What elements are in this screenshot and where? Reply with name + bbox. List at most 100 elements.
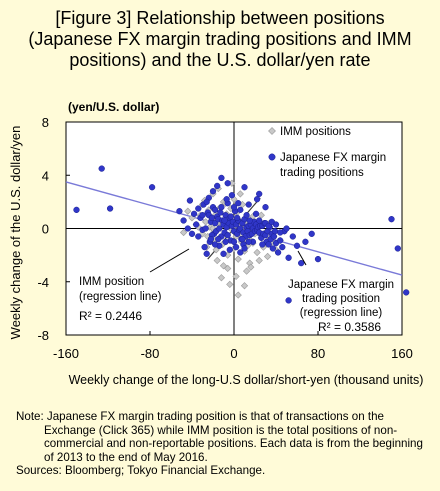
imm-annotation-text: (regression line) (79, 291, 162, 303)
jp-annotation-arrow (297, 250, 307, 266)
imm-r2-label: R² = 0.2446 (79, 309, 142, 323)
jp-point (226, 246, 233, 253)
jp-point (314, 255, 322, 263)
jp-point (232, 243, 240, 251)
imm-point (247, 263, 255, 271)
jp-point (195, 205, 202, 212)
jp-point (216, 225, 223, 232)
jp-point (293, 242, 301, 249)
x-axis-label: Weekly change of the long-U.S dollar/sho… (69, 373, 424, 387)
imm-point (240, 282, 249, 290)
imm-point (234, 255, 242, 263)
title-line: [Figure 3] Relationship between position… (55, 8, 385, 28)
jp-point (193, 221, 200, 228)
jp-point (256, 217, 263, 224)
jp-point (106, 205, 114, 212)
jp-point (283, 225, 290, 232)
x-tick-label: 0 (230, 346, 237, 361)
jp-point (265, 241, 272, 248)
jp-point (237, 249, 244, 256)
jp-point (274, 249, 282, 256)
jp-point (98, 165, 105, 172)
legend-imm-marker (268, 127, 276, 135)
jp-point (262, 204, 269, 211)
imm-point (232, 272, 240, 281)
jp-point (298, 259, 305, 267)
jp-point (279, 243, 286, 251)
x-tick-label: -160 (53, 346, 79, 361)
imm-point (202, 218, 210, 226)
jp-point (241, 245, 248, 252)
jp-point (218, 174, 225, 182)
jp-point (223, 196, 230, 203)
jp-point (259, 241, 266, 248)
y-tick-label: 4 (42, 168, 49, 183)
jp-point (186, 197, 194, 204)
jp-point (188, 230, 196, 237)
imm-point (224, 264, 232, 273)
jp-point (230, 204, 238, 211)
jp-annotation-text: Japanese FX margin (288, 279, 394, 291)
jp-point (241, 184, 248, 191)
jp-point (195, 233, 202, 240)
jp-point (234, 214, 241, 222)
jp-point (253, 196, 261, 203)
jp-point (215, 236, 222, 243)
jp-point (271, 228, 279, 235)
imm-annotation-arrow (149, 248, 190, 273)
jp-point (220, 250, 227, 257)
y-axis-label: Weekly change of the U.S. dollar/yen (8, 126, 23, 340)
chart-title: [Figure 3] Relationship between position… (0, 8, 440, 71)
jp-point (239, 236, 246, 243)
sources-text: Sources: Bloomberg; Tokyo Financial Exch… (16, 464, 266, 478)
jp-annotation-text: trading position (302, 293, 380, 305)
jp-point (211, 206, 219, 214)
title-line: positions) and the U.S. dollar/yen rate (69, 50, 371, 70)
imm-point (242, 267, 251, 275)
jp-annotation-text: (regression line) (300, 307, 383, 319)
jp-point (277, 237, 284, 244)
imm-point (236, 190, 244, 198)
scatter-chart: -160 -80 0 80 160 8 4 0 -4 -8 Weekly change of the… (8, 100, 424, 387)
jp-point (201, 243, 208, 251)
x-tick-label: 80 (311, 346, 325, 361)
jp-point (269, 245, 277, 252)
jp-point (218, 204, 225, 211)
jp-point (176, 208, 183, 215)
jp-point (227, 213, 235, 220)
jp-point (246, 217, 253, 224)
jp-point (285, 254, 292, 261)
legend-jp-label: trading positions (280, 167, 364, 179)
legend-jp-marker (268, 153, 276, 161)
imm-point (263, 252, 272, 261)
jp-point (289, 233, 296, 240)
jp-r2-label: R² = 0.3586 (318, 320, 381, 334)
jp-point (73, 206, 80, 214)
jp-point (403, 289, 410, 296)
y-tick-label: 8 (42, 115, 49, 130)
jp-point (270, 233, 278, 240)
jp-point (217, 209, 224, 216)
jp-point (207, 236, 215, 243)
jp-point (203, 250, 210, 257)
jp-point (211, 241, 219, 248)
imm-point (179, 228, 188, 237)
imm-point (253, 248, 261, 257)
jp-point (221, 217, 228, 224)
jp-point (208, 214, 216, 222)
imm-annotation-text: IMM position (79, 276, 144, 288)
notes: Note: Japanese FX margin trading positio… (16, 410, 434, 478)
jp-point (285, 297, 292, 304)
imm-point (255, 256, 263, 265)
jp-point (245, 201, 252, 208)
jp-point (245, 238, 252, 245)
jp-point (235, 200, 242, 207)
jp-point (202, 225, 209, 232)
imm-point (226, 280, 234, 289)
jp-point (199, 212, 206, 219)
note-text: Note: Japanese FX margin trading positio… (16, 410, 423, 464)
imm-point (219, 262, 228, 270)
y-tick-label: -8 (37, 328, 49, 343)
jp-point (394, 245, 401, 252)
imm-point (184, 207, 192, 215)
